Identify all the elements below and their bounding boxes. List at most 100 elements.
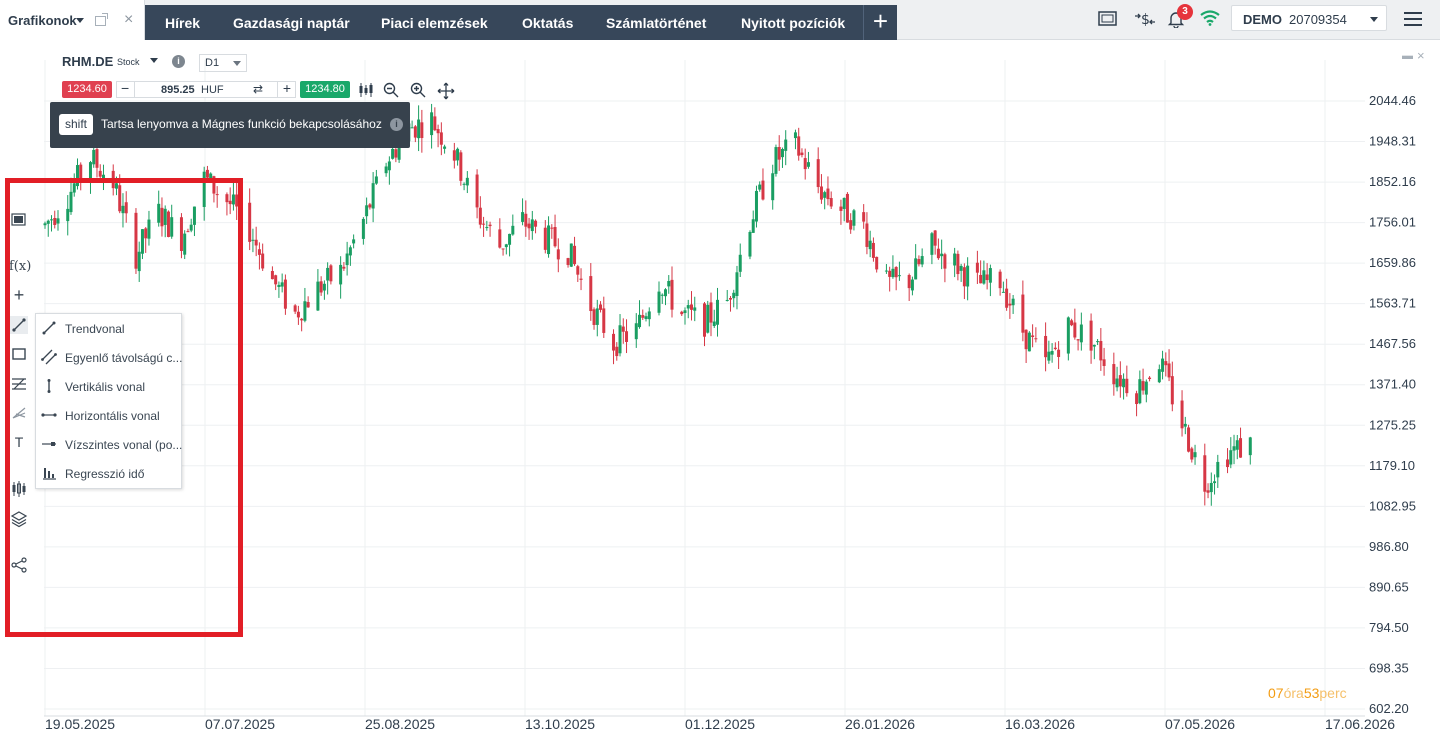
candle-body bbox=[751, 219, 755, 233]
layers-icon[interactable] bbox=[10, 510, 28, 528]
candle-body bbox=[1216, 461, 1220, 478]
currency-exchange-icon[interactable]: $ bbox=[1134, 10, 1156, 28]
account-mode: DEMO bbox=[1243, 12, 1282, 27]
candle-body bbox=[979, 274, 983, 284]
move-icon[interactable] bbox=[437, 82, 455, 100]
countdown-minutes: 53 bbox=[1303, 685, 1320, 701]
chevron-down-icon[interactable] bbox=[150, 58, 158, 63]
line-tools-menu: Trendvonal Egyenlő távolságú c... Vertik… bbox=[35, 313, 182, 489]
candle-body bbox=[865, 223, 869, 247]
menu-item-trendline[interactable]: Trendvonal bbox=[36, 314, 181, 343]
x-axis: 19.05.2025 07.07.2025 25.08.2025 13.10.2025… bbox=[44, 715, 1395, 732]
indicators-icon[interactable]: f(x) bbox=[9, 259, 32, 274]
chevron-down-icon[interactable] bbox=[76, 18, 84, 23]
candle-body bbox=[277, 284, 281, 287]
candle-body bbox=[475, 174, 479, 208]
nav-account-history[interactable]: Számlatörténet bbox=[606, 15, 707, 31]
candle-body bbox=[680, 311, 684, 315]
minimize-icon[interactable]: ▬ bbox=[1402, 50, 1413, 62]
candle-body bbox=[959, 265, 963, 271]
fullscreen-icon[interactable] bbox=[1098, 10, 1118, 28]
zoom-out-icon[interactable] bbox=[383, 82, 399, 98]
candle-body bbox=[1144, 381, 1148, 395]
menu-item-vertical-line[interactable]: Vertikális vonal bbox=[36, 372, 181, 401]
candle-body bbox=[875, 256, 879, 270]
candle-body bbox=[784, 139, 788, 151]
nav-open-positions[interactable]: Nyitott pozíciók bbox=[741, 15, 846, 31]
candle-body bbox=[1053, 347, 1057, 350]
share-icon[interactable] bbox=[10, 556, 28, 574]
shift-key-badge: shift bbox=[59, 114, 94, 135]
menu-item-regression[interactable]: Regresszió idő bbox=[36, 459, 181, 488]
candle-body bbox=[1102, 359, 1106, 366]
sell-button[interactable]: 1234.60 bbox=[62, 81, 112, 98]
decrease-button[interactable]: − bbox=[121, 80, 130, 96]
close-icon[interactable]: × bbox=[124, 11, 134, 28]
menu-item-parallel-channel[interactable]: Egyenlő távolságú c... bbox=[36, 343, 183, 372]
swap-icon[interactable]: ⇄ bbox=[253, 82, 264, 96]
candle-body bbox=[1183, 423, 1187, 427]
candle-body bbox=[1001, 291, 1005, 293]
menu-item-label: Egyenlő távolságú c... bbox=[65, 351, 183, 365]
instrument-symbol[interactable]: RHM.DE bbox=[62, 54, 114, 69]
chart-type-icon[interactable] bbox=[357, 82, 375, 98]
nav-news[interactable]: Hírek bbox=[165, 15, 201, 31]
candlestick-icon[interactable] bbox=[10, 480, 28, 498]
nav-education[interactable]: Oktatás bbox=[522, 15, 574, 31]
candle-body bbox=[452, 150, 456, 161]
candle-body bbox=[1070, 320, 1074, 326]
fibonacci-tool-icon[interactable] bbox=[10, 375, 28, 393]
candle-body bbox=[754, 190, 758, 222]
candle-body bbox=[118, 185, 122, 212]
candle-body bbox=[306, 302, 310, 308]
tab-charts[interactable]: Grafikonok × bbox=[0, 0, 145, 40]
rectangle-tool-icon[interactable] bbox=[10, 345, 28, 363]
info-icon[interactable]: i bbox=[172, 55, 185, 68]
account-selector[interactable]: DEMO 20709354 bbox=[1231, 5, 1387, 31]
buy-button[interactable]: 1234.80 bbox=[300, 81, 350, 98]
zoom-in-icon[interactable] bbox=[410, 82, 426, 98]
price-chart[interactable]: 2044.46 1948.31 1852.16 1756.01 1659.86 1563.… bbox=[0, 40, 1440, 742]
candle-body bbox=[1057, 349, 1061, 357]
menu-item-label: Vízszintes vonal (po... bbox=[65, 438, 183, 452]
candle-body bbox=[1047, 351, 1051, 361]
quantity-currency: HUF bbox=[201, 84, 224, 96]
instrument-type: Stock bbox=[117, 57, 140, 67]
menu-item-horizontal-line[interactable]: Horizontális vonal bbox=[36, 401, 181, 430]
menu-icon[interactable] bbox=[1404, 12, 1422, 30]
candle-body bbox=[612, 333, 616, 351]
candle-body bbox=[732, 292, 736, 299]
timeframe-select[interactable]: D1 bbox=[199, 54, 247, 72]
x-tick-label: 07.05.2026 bbox=[1165, 716, 1235, 732]
line-tool-icon[interactable] bbox=[10, 316, 28, 334]
candle-body bbox=[231, 194, 235, 205]
text-tool-icon[interactable]: T bbox=[14, 434, 24, 450]
candle-body bbox=[1034, 338, 1038, 340]
quantity-value[interactable]: 895.25 bbox=[161, 84, 195, 96]
nav-economic-calendar[interactable]: Gazdasági naptár bbox=[233, 15, 350, 31]
candle-body bbox=[826, 188, 830, 200]
cursor-mode-icon[interactable] bbox=[10, 211, 28, 229]
menu-item-horizontal-ray[interactable]: Vízszintes vonal (po... bbox=[36, 430, 183, 459]
candle-body bbox=[1190, 448, 1194, 460]
candle-body bbox=[1193, 452, 1197, 458]
increase-button[interactable]: + bbox=[282, 80, 291, 96]
candle-body bbox=[664, 289, 668, 297]
candle-body bbox=[56, 218, 60, 224]
candle-body bbox=[894, 267, 898, 278]
tab-charts-label: Grafikonok bbox=[8, 13, 77, 28]
candle-body bbox=[725, 299, 729, 301]
crosshair-icon[interactable]: + bbox=[13, 285, 25, 305]
wifi-icon bbox=[1200, 10, 1220, 26]
popout-icon[interactable] bbox=[95, 13, 108, 26]
nav-market-analysis[interactable]: Piaci elemzések bbox=[381, 15, 488, 31]
candle-body bbox=[1206, 490, 1210, 493]
candle-body bbox=[98, 170, 102, 177]
pitchfork-tool-icon[interactable] bbox=[10, 404, 28, 422]
candle-body bbox=[488, 224, 492, 227]
close-icon[interactable]: × bbox=[1417, 48, 1425, 63]
candle-body bbox=[508, 233, 512, 245]
candle-body bbox=[797, 136, 801, 156]
menu-item-label: Trendvonal bbox=[65, 322, 125, 336]
add-tab-button[interactable]: + bbox=[863, 5, 897, 40]
